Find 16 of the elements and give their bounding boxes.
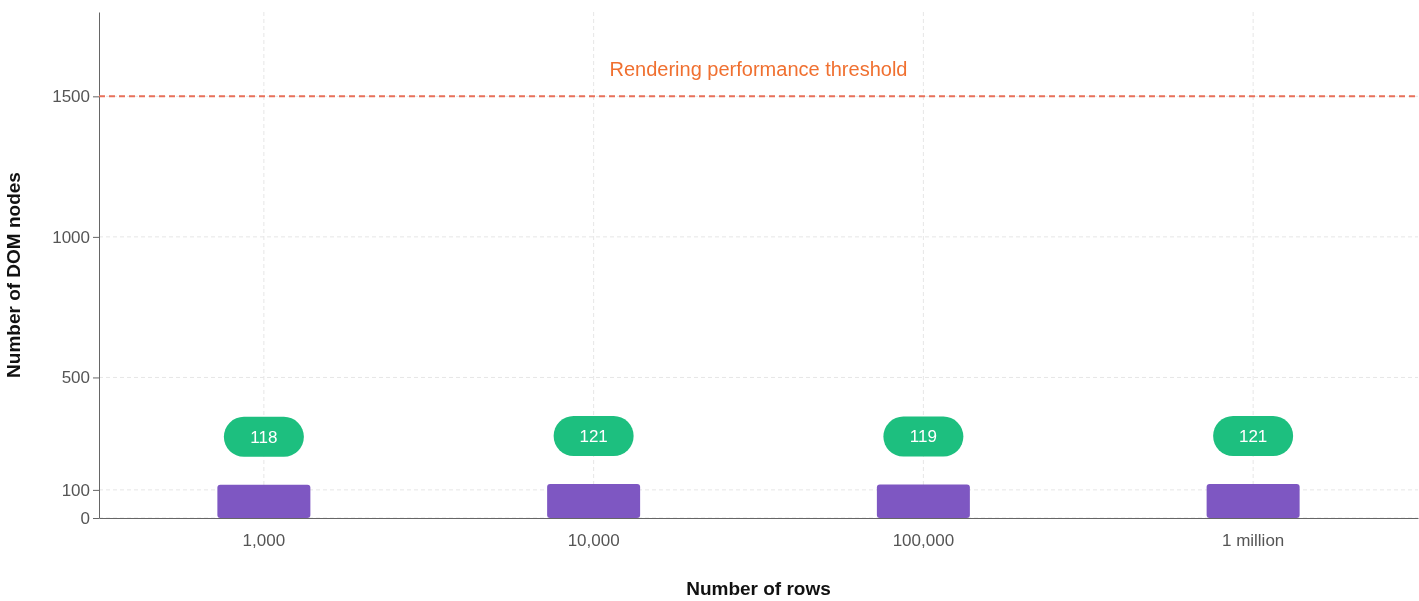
x-tick-label: 10,000 <box>567 531 620 551</box>
y-tick-label: 0 <box>80 508 90 528</box>
y-tick-label: 100 <box>61 480 90 500</box>
x-axis-title: Number of rows <box>686 578 831 599</box>
ref-line-label: Rendering performance threshold <box>609 58 908 81</box>
data-label: 121 <box>1238 426 1268 446</box>
x-tick-label: 1,000 <box>242 531 286 551</box>
y-tick-label: 1500 <box>52 87 90 107</box>
data-label: 118 <box>250 427 278 447</box>
y-tick-label: 500 <box>61 368 90 388</box>
data-label: 119 <box>909 427 937 447</box>
data-label: 121 <box>579 426 608 446</box>
y-axis-title: Number of DOM nodes <box>3 172 24 378</box>
y-tick-label: 1000 <box>52 227 90 247</box>
x-tick-label: 100,000 <box>892 531 955 551</box>
x-tick-label: 1 million <box>1221 531 1285 551</box>
